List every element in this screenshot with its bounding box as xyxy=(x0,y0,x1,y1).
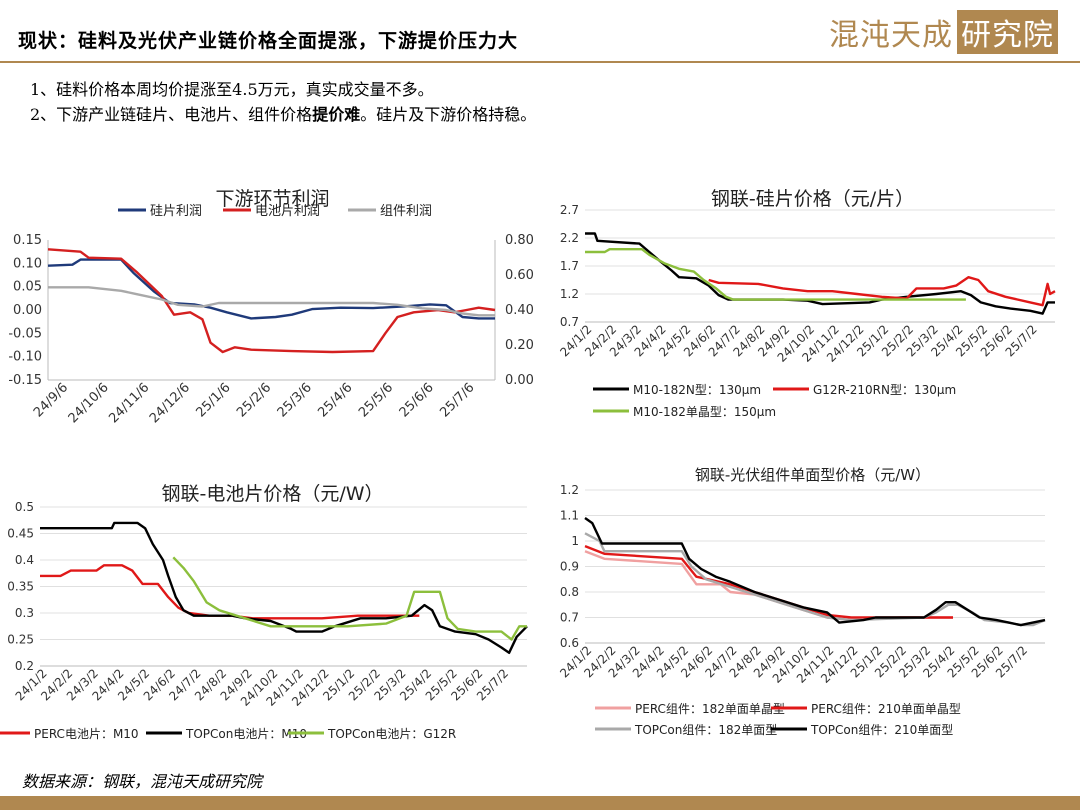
profit-title: 下游环节利润 xyxy=(215,188,329,210)
cell-legend-label: TOPCon电池片：G12R xyxy=(327,727,456,741)
profit-ytick-right-label: 0.00 xyxy=(505,373,534,388)
module-ytick-label: 0.8 xyxy=(560,585,579,599)
wafer-series-line-1 xyxy=(585,232,1055,315)
profit-xtick-label: 24/12/6 xyxy=(147,380,193,426)
cell-ytick-label: 0.4 xyxy=(15,553,34,567)
data-source-note: 数据来源：钢联，混沌天成研究院 xyxy=(22,772,263,791)
module-series-line-4 xyxy=(584,517,1046,627)
cell-svg: 钢联-电池片价格（元/W）0.50.450.40.350.30.250.224/… xyxy=(0,483,528,741)
profit-xtick-label: 25/7/6 xyxy=(437,380,477,420)
profit-series-line-3 xyxy=(48,286,495,317)
wafer-ytick-label: 1.7 xyxy=(560,259,579,273)
module-legend-label: TOPCon组件：182单面型 xyxy=(634,723,777,737)
module-ytick-label: 0.7 xyxy=(560,611,579,625)
cell-ytick-label: 0.25 xyxy=(7,633,34,647)
wafer-legend-label: G12R-210RN型：130μm xyxy=(813,383,956,397)
module-ytick-label: 0.9 xyxy=(560,560,579,574)
wafer-title: 钢联-硅片价格（元/片） xyxy=(711,188,914,210)
wafer-ytick-label: 0.7 xyxy=(560,315,579,329)
profit-ytick-right-label: 0.20 xyxy=(505,338,534,353)
summary-bullets: 1、硅料价格本周均价提涨至4.5万元，真实成交量不多。 2、下游产业链硅片、电池… xyxy=(30,77,536,127)
bullet-2-emphasis: 提价难 xyxy=(312,105,361,124)
profit-ytick-right-label: 0.80 xyxy=(505,233,534,248)
wafer-price-chart: 钢联-硅片价格（元/片） 2.7 2.2 1.7 1.2 0.7 24/1/2 24/2/2 2… xyxy=(545,150,1080,450)
module-title: 钢联-光伏组件单面型价格（元/W） xyxy=(695,466,930,484)
profit-xtick-label: 25/2/6 xyxy=(234,380,274,420)
wafer-svg: 钢联-硅片价格（元/片）2.72.21.71.20.724/1/224/2/22… xyxy=(557,188,1056,419)
profit-svg: 下游环节利润 0.15 0.10 0.05 0.00 -0.05 -0.10 -0.15 0.8… xyxy=(8,188,534,426)
cell-title: 钢联-电池片价格（元/W） xyxy=(161,483,383,505)
profit-xtick-label: 24/11/6 xyxy=(106,380,152,426)
profit-ytick-label: 0.00 xyxy=(13,303,42,318)
profit-xtick-label: 25/1/6 xyxy=(193,380,233,420)
module-ytick-label: 1.1 xyxy=(560,509,579,523)
logo-text: 混沌天成 xyxy=(829,18,953,53)
page-title: 现状：硅料及光伏产业链价格全面提涨，下游提价压力大 xyxy=(18,30,519,52)
profit-ytick-label: 0.15 xyxy=(13,233,42,248)
cell-series-line-1 xyxy=(40,564,420,620)
module-svg: 钢联-光伏组件单面型价格（元/W）1.21.110.90.80.70.624/1… xyxy=(557,466,1046,737)
header-bar: 现状：硅料及光伏产业链价格全面提涨，下游提价压力大 混沌天成 研究院 xyxy=(0,0,1080,62)
wafer-ytick-label: 2.7 xyxy=(560,203,579,217)
wafer-legend-label: M10-182N型：130μm xyxy=(633,383,761,397)
bullet-1: 1、硅料价格本周均价提涨至4.5万元，真实成交量不多。 xyxy=(30,80,434,99)
module-ytick-label: 1.2 xyxy=(560,483,579,497)
profit-xtick-label: 25/3/6 xyxy=(275,380,315,420)
profit-legend-label: 组件利润 xyxy=(380,204,432,219)
module-ytick-label: 1 xyxy=(571,534,579,548)
profit-xtick-label: 25/6/6 xyxy=(397,380,437,420)
profit-chart: 下游环节利润 0.15 0.10 0.05 0.00 -0.05 -0.10 -0.15 0.8… xyxy=(0,150,545,450)
module-series-line-2 xyxy=(584,544,953,619)
module-legend-label: PERC组件：182单面单晶型 xyxy=(635,702,785,716)
cell-price-chart: 钢联-电池片价格（元/W） 0.5 0.45 0.4 0.35 0.3 0.25 0.2 24/… xyxy=(0,455,545,755)
module-legend-label: PERC组件：210单面单晶型 xyxy=(811,702,961,716)
profit-legend-label: 电池片利润 xyxy=(255,204,320,219)
module-ytick-label: 0.6 xyxy=(560,636,579,650)
wafer-series-line-2 xyxy=(708,276,1056,307)
profit-legend-label: 硅片利润 xyxy=(150,204,202,219)
profit-ytick-label: -0.15 xyxy=(8,373,42,388)
profit-xtick-label: 25/5/6 xyxy=(356,380,396,420)
cell-ytick-label: 0.3 xyxy=(15,606,34,620)
profit-ytick-label: 0.10 xyxy=(13,256,42,271)
wafer-ytick-label: 2.2 xyxy=(560,231,579,245)
profit-series-line-2 xyxy=(47,248,496,354)
profit-ytick-label: -0.10 xyxy=(8,350,42,365)
cell-series-line-2 xyxy=(40,521,528,654)
profit-ytick-right-label: 0.40 xyxy=(505,303,534,318)
module-price-chart: 钢联-光伏组件单面型价格（元/W） 1.2 1.1 1 0.9 0.8 0.7 0.6 24/1… xyxy=(545,455,1080,755)
bullet-2-part-a: 2、下游产业链硅片、电池片、组件价格 xyxy=(30,105,313,124)
brand-logo: 混沌天成 研究院 xyxy=(829,10,1058,54)
profit-ytick-right-label: 0.60 xyxy=(505,268,534,283)
module-series-line-1 xyxy=(584,550,953,622)
cell-ytick-label: 0.5 xyxy=(15,500,34,514)
header-divider xyxy=(0,61,1080,63)
module-series-line-3 xyxy=(584,532,1046,627)
cell-legend-label: PERC电池片：M10 xyxy=(34,727,139,741)
bullet-2-part-c: 。硅片及下游价格持稳。 xyxy=(360,105,537,124)
profit-xtick-label: 24/10/6 xyxy=(66,380,112,426)
cell-ytick-label: 0.45 xyxy=(7,527,34,541)
profit-series-line-1 xyxy=(47,258,495,320)
cell-ytick-label: 0.2 xyxy=(15,659,34,673)
profit-xtick-label: 25/4/6 xyxy=(315,380,355,420)
profit-ytick-label: 0.05 xyxy=(13,280,42,295)
wafer-ytick-label: 1.2 xyxy=(560,287,579,301)
wafer-series-line-3 xyxy=(585,248,966,301)
footer-bar xyxy=(0,796,1080,810)
logo-box-text: 研究院 xyxy=(957,10,1058,54)
cell-series-line-3 xyxy=(172,556,527,641)
module-legend-label: TOPCon组件：210单面型 xyxy=(810,723,953,737)
wafer-legend-label: M10-182单晶型：150μm xyxy=(633,405,776,419)
cell-legend-label: TOPCon电池片：M10 xyxy=(185,727,307,741)
profit-ytick-label: -0.05 xyxy=(8,326,42,341)
cell-ytick-label: 0.35 xyxy=(7,580,34,594)
bullet-2: 2、下游产业链硅片、电池片、组件价格提价难。硅片及下游价格持稳。 xyxy=(30,102,536,127)
